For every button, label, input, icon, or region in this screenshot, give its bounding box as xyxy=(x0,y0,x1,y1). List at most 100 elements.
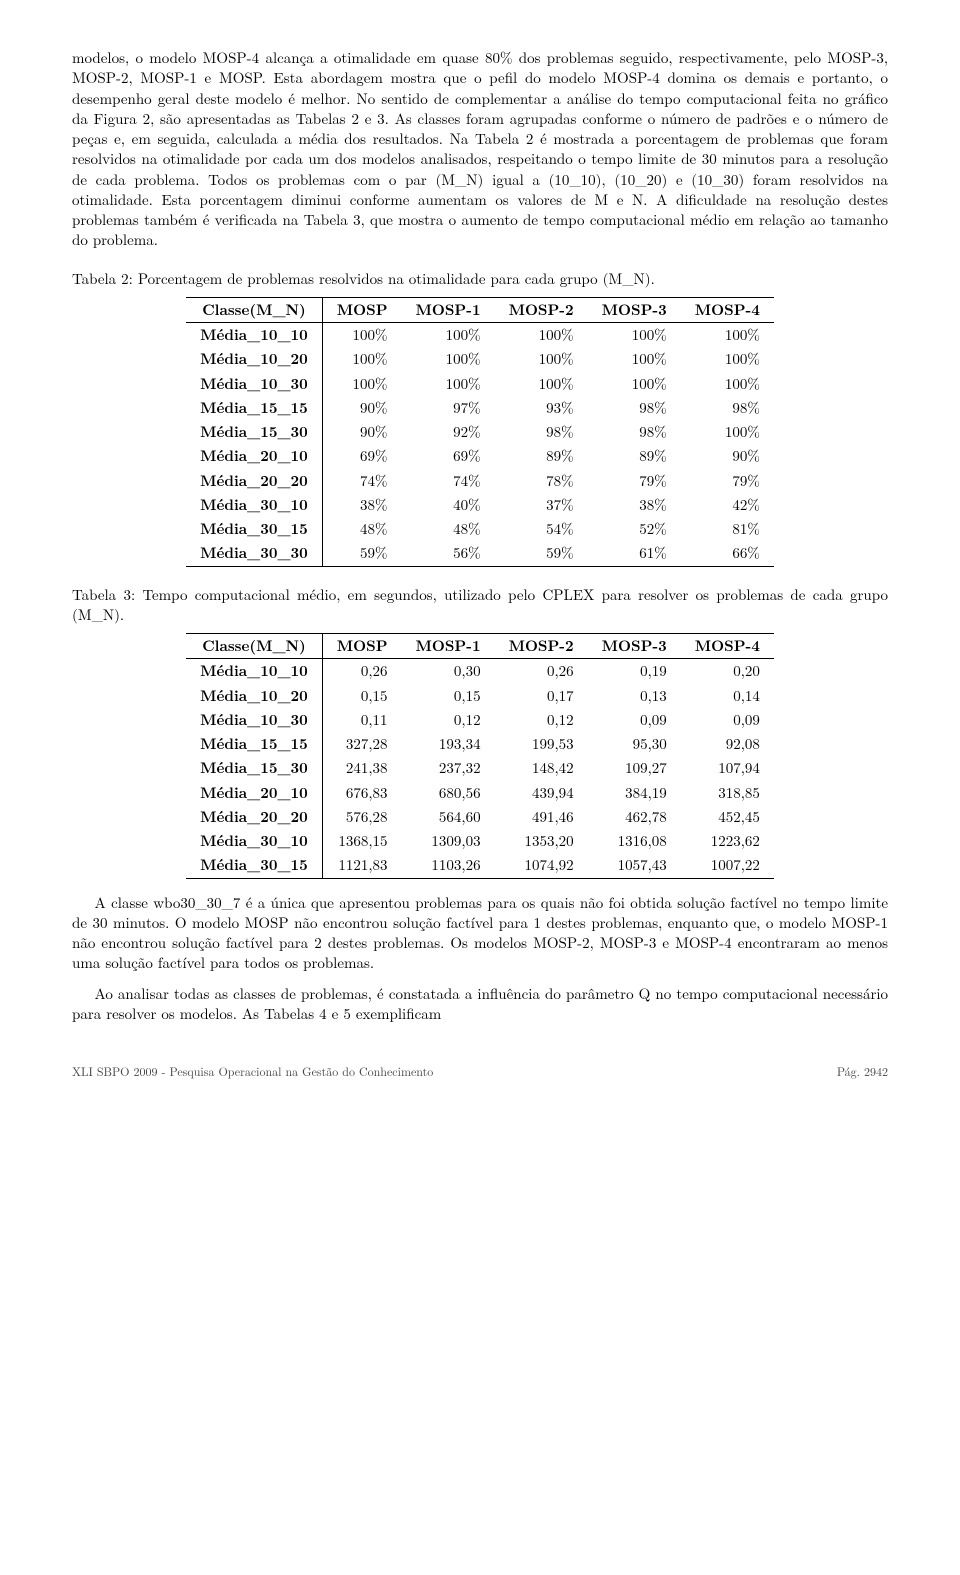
cell: 79% xyxy=(588,469,681,493)
cell: Média_10_10 xyxy=(186,323,322,348)
footer-right: Pág. 2942 xyxy=(837,1064,888,1080)
cell: Média_10_30 xyxy=(186,372,322,396)
cell: Média_15_15 xyxy=(186,732,322,756)
cell: 100% xyxy=(681,347,774,371)
table-row: Média_20_20 576,28 564,60 491,46 462,78 … xyxy=(186,805,774,829)
cell: 0,15 xyxy=(322,684,401,708)
cell: 100% xyxy=(401,372,494,396)
cell: 90% xyxy=(322,396,401,420)
table2-caption: Tabela 2: Porcentagem de problemas resol… xyxy=(72,269,888,289)
cell: 48% xyxy=(322,517,401,541)
cell: Média_30_15 xyxy=(186,517,322,541)
cell: 69% xyxy=(322,444,401,468)
cell: 0,26 xyxy=(322,659,401,684)
cell: 38% xyxy=(588,493,681,517)
cell: 0,19 xyxy=(588,659,681,684)
table-row: Média_20_10 676,83 680,56 439,94 384,19 … xyxy=(186,781,774,805)
cell: 40% xyxy=(401,493,494,517)
cell: 241,38 xyxy=(322,756,401,780)
cell: 92,08 xyxy=(681,732,774,756)
paragraph-2: A classe wbo30_30_7 é a única que aprese… xyxy=(72,893,888,974)
cell: 0,14 xyxy=(681,684,774,708)
cell: 48% xyxy=(401,517,494,541)
cell: 38% xyxy=(322,493,401,517)
cell: 98% xyxy=(681,396,774,420)
table-row: Média_30_10 38% 40% 37% 38% 42% xyxy=(186,493,774,517)
table-row: Média_15_15 327,28 193,34 199,53 95,30 9… xyxy=(186,732,774,756)
cell: 439,94 xyxy=(495,781,588,805)
cell: 100% xyxy=(588,323,681,348)
cell: 100% xyxy=(588,372,681,396)
cell: 100% xyxy=(681,323,774,348)
table-row: Média_10_10 100% 100% 100% 100% 100% xyxy=(186,323,774,348)
cell: 100% xyxy=(681,420,774,444)
cell: 52% xyxy=(588,517,681,541)
paragraph-3: Ao analisar todas as classes de problema… xyxy=(72,984,888,1025)
cell: 100% xyxy=(495,372,588,396)
cell: Média_20_20 xyxy=(186,805,322,829)
cell: 1368,15 xyxy=(322,829,401,853)
cell: 327,28 xyxy=(322,732,401,756)
table2-col-3: MOSP-2 xyxy=(495,297,588,322)
cell: 97% xyxy=(401,396,494,420)
cell: 90% xyxy=(681,444,774,468)
cell: 0,09 xyxy=(588,708,681,732)
cell: Média_30_15 xyxy=(186,853,322,878)
table-row: Média_20_20 74% 74% 78% 79% 79% xyxy=(186,469,774,493)
cell: 74% xyxy=(401,469,494,493)
cell: 100% xyxy=(681,372,774,396)
cell: 564,60 xyxy=(401,805,494,829)
cell: 1007,22 xyxy=(681,853,774,878)
table3-col-0: Classe(M_N) xyxy=(186,634,322,659)
cell: 89% xyxy=(588,444,681,468)
cell: 576,28 xyxy=(322,805,401,829)
table3-col-5: MOSP-4 xyxy=(681,634,774,659)
cell: 452,45 xyxy=(681,805,774,829)
cell: Média_20_10 xyxy=(186,444,322,468)
cell: 100% xyxy=(401,347,494,371)
cell: 100% xyxy=(588,347,681,371)
table-row: Média_10_20 0,15 0,15 0,17 0,13 0,14 xyxy=(186,684,774,708)
table-row: Média_15_30 241,38 237,32 148,42 109,27 … xyxy=(186,756,774,780)
table3-col-3: MOSP-2 xyxy=(495,634,588,659)
cell: Média_30_10 xyxy=(186,493,322,517)
cell: 109,27 xyxy=(588,756,681,780)
cell: 1353,20 xyxy=(495,829,588,853)
cell: 676,83 xyxy=(322,781,401,805)
table3-col-2: MOSP-1 xyxy=(401,634,494,659)
cell: Média_10_30 xyxy=(186,708,322,732)
cell: 1121,83 xyxy=(322,853,401,878)
table3: Classe(M_N) MOSP MOSP-1 MOSP-2 MOSP-3 MO… xyxy=(186,633,774,879)
cell: 61% xyxy=(588,541,681,566)
cell: Média_30_10 xyxy=(186,829,322,853)
table-row: Média_30_15 48% 48% 54% 52% 81% xyxy=(186,517,774,541)
cell: Média_30_30 xyxy=(186,541,322,566)
cell: 199,53 xyxy=(495,732,588,756)
table-row: Média_20_10 69% 69% 89% 89% 90% xyxy=(186,444,774,468)
cell: 1309,03 xyxy=(401,829,494,853)
cell: 0,11 xyxy=(322,708,401,732)
table2: Classe(M_N) MOSP MOSP-1 MOSP-2 MOSP-3 MO… xyxy=(186,297,774,567)
cell: 98% xyxy=(495,420,588,444)
table2-col-1: MOSP xyxy=(322,297,401,322)
table-row: Média_15_30 90% 92% 98% 98% 100% xyxy=(186,420,774,444)
cell: Média_15_15 xyxy=(186,396,322,420)
cell: 237,32 xyxy=(401,756,494,780)
table2-col-0: Classe(M_N) xyxy=(186,297,322,322)
cell: 0,20 xyxy=(681,659,774,684)
table2-col-2: MOSP-1 xyxy=(401,297,494,322)
cell: 100% xyxy=(495,347,588,371)
cell: 66% xyxy=(681,541,774,566)
cell: 1223,62 xyxy=(681,829,774,853)
table3-caption: Tabela 3: Tempo computacional médio, em … xyxy=(72,585,888,626)
table-row: Média_10_10 0,26 0,30 0,26 0,19 0,20 xyxy=(186,659,774,684)
cell: 0,30 xyxy=(401,659,494,684)
cell: Média_20_10 xyxy=(186,781,322,805)
cell: 98% xyxy=(588,420,681,444)
cell: 107,94 xyxy=(681,756,774,780)
table2-col-4: MOSP-3 xyxy=(588,297,681,322)
cell: 98% xyxy=(588,396,681,420)
cell: 0,09 xyxy=(681,708,774,732)
paragraph-1: modelos, o modelo MOSP-4 alcança a otima… xyxy=(72,48,888,251)
cell: 0,12 xyxy=(495,708,588,732)
